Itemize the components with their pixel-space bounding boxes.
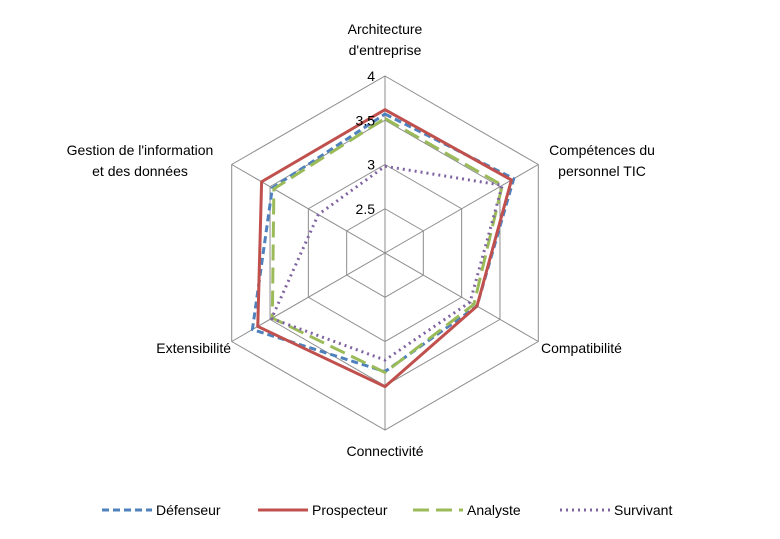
radial-tick-labels: 2.5 3 3.5 4 [356,68,376,217]
series-line-1 [256,108,513,389]
series-line-2 [270,116,504,374]
category-labels: Architecture d'entreprise Compétences du pe… [67,21,655,459]
category-label: Gestion de l'information [67,142,214,158]
legend-label: Prospecteur [312,502,388,518]
legend-label: Survivant [614,502,672,518]
series-line-0 [250,112,516,374]
tick-label: 4 [367,68,375,84]
grid-spoke-2 [384,252,539,342]
radar-series [250,108,516,389]
tick-label: 3.5 [356,112,376,128]
category-label: Extensibilité [156,340,231,356]
category-label: Connectivité [346,443,423,459]
category-label: Compatibilité [541,340,622,356]
category-label: Architecture [348,21,423,37]
legend-label: Défenseur [156,502,221,518]
series-line-3 [270,164,504,362]
grid-spoke-5 [231,164,386,254]
tick-label: 3 [367,157,375,173]
legend-label: Analyste [467,502,521,518]
tick-label: 2.5 [356,201,376,217]
category-label: Compétences du [549,142,655,158]
category-label: et des données [92,163,188,179]
category-label: personnel TIC [558,163,646,179]
legend: Défenseur Prospecteur Analyste Survivant [102,502,672,518]
category-label: d'entreprise [349,42,422,58]
